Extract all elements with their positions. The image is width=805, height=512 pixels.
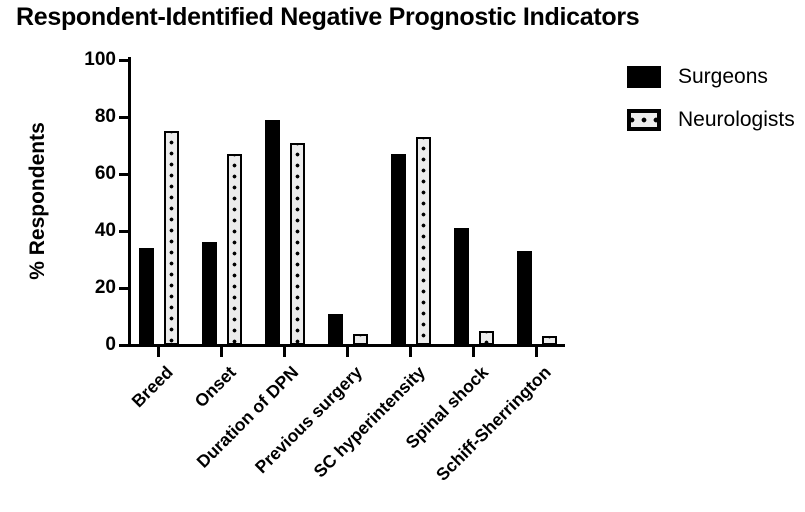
y-tick-100: [119, 58, 128, 62]
x-tick-duration-of-dpn: [283, 347, 286, 357]
x-tick-breed: [157, 347, 160, 357]
y-tick-40: [119, 229, 128, 233]
y-axis-title: % Respondents: [26, 122, 49, 280]
legend-item-surgeons: Surgeons: [627, 65, 795, 89]
legend-label-surgeons: Surgeons: [678, 65, 768, 88]
legend: Surgeons Neurologists: [627, 65, 795, 151]
x-tick-spinal-shock: [472, 347, 475, 357]
bar-neurologists-onset: [226, 154, 242, 345]
bar-surgeons-spinal-shock: [453, 228, 469, 345]
y-axis-line: [128, 57, 131, 347]
x-axis-label-sc-hyperintensity: SC hyperintensity: [309, 362, 429, 482]
x-axis-label-onset: Onset: [190, 362, 240, 412]
x-axis-label-breed: Breed: [127, 362, 177, 412]
y-tick-label-80: 80: [94, 106, 116, 127]
y-tick-label-0: 0: [105, 334, 116, 355]
x-tick-sc-hyperintensity: [409, 347, 412, 357]
y-tick-label-20: 20: [94, 277, 116, 298]
bar-surgeons-onset: [201, 242, 217, 345]
x-axis-line: [128, 344, 565, 347]
bar-neurologists-spinal-shock: [478, 330, 494, 345]
bar-surgeons-breed: [138, 248, 154, 345]
bar-neurologists-sc-hyperintensity: [415, 136, 431, 345]
chart-title: Respondent-Identified Negative Prognosti…: [16, 3, 640, 31]
y-tick-20: [119, 286, 128, 290]
bar-surgeons-schiff-sherrington: [516, 250, 532, 345]
y-tick-80: [119, 115, 128, 119]
y-tick-label-100: 100: [84, 49, 116, 70]
bar-neurologists-schiff-sherrington: [541, 336, 557, 345]
bar-neurologists-previous-surgery: [352, 333, 368, 345]
bar-surgeons-duration-of-dpn: [264, 119, 280, 345]
y-tick-label-40: 40: [94, 220, 116, 241]
y-tick-60: [119, 172, 128, 176]
y-tick-0: [119, 343, 128, 347]
legend-item-neurologists: Neurologists: [627, 108, 795, 132]
x-tick-previous-surgery: [346, 347, 349, 357]
bar-neurologists-duration-of-dpn: [289, 142, 305, 345]
x-axis-label-previous-surgery: Previous surgery: [250, 362, 366, 478]
legend-label-neurologists: Neurologists: [678, 108, 795, 131]
x-axis-label-schiff-sherrington: Schiff-Sherrington: [431, 362, 555, 485]
y-tick-label-60: 60: [94, 163, 116, 184]
x-tick-onset: [220, 347, 223, 357]
bar-surgeons-sc-hyperintensity: [390, 154, 406, 345]
surgeons-swatch: [627, 66, 661, 88]
x-tick-schiff-sherrington: [535, 347, 538, 357]
bar-surgeons-previous-surgery: [327, 313, 343, 345]
neurologists-swatch: [627, 109, 661, 131]
bar-neurologists-breed: [163, 131, 179, 345]
